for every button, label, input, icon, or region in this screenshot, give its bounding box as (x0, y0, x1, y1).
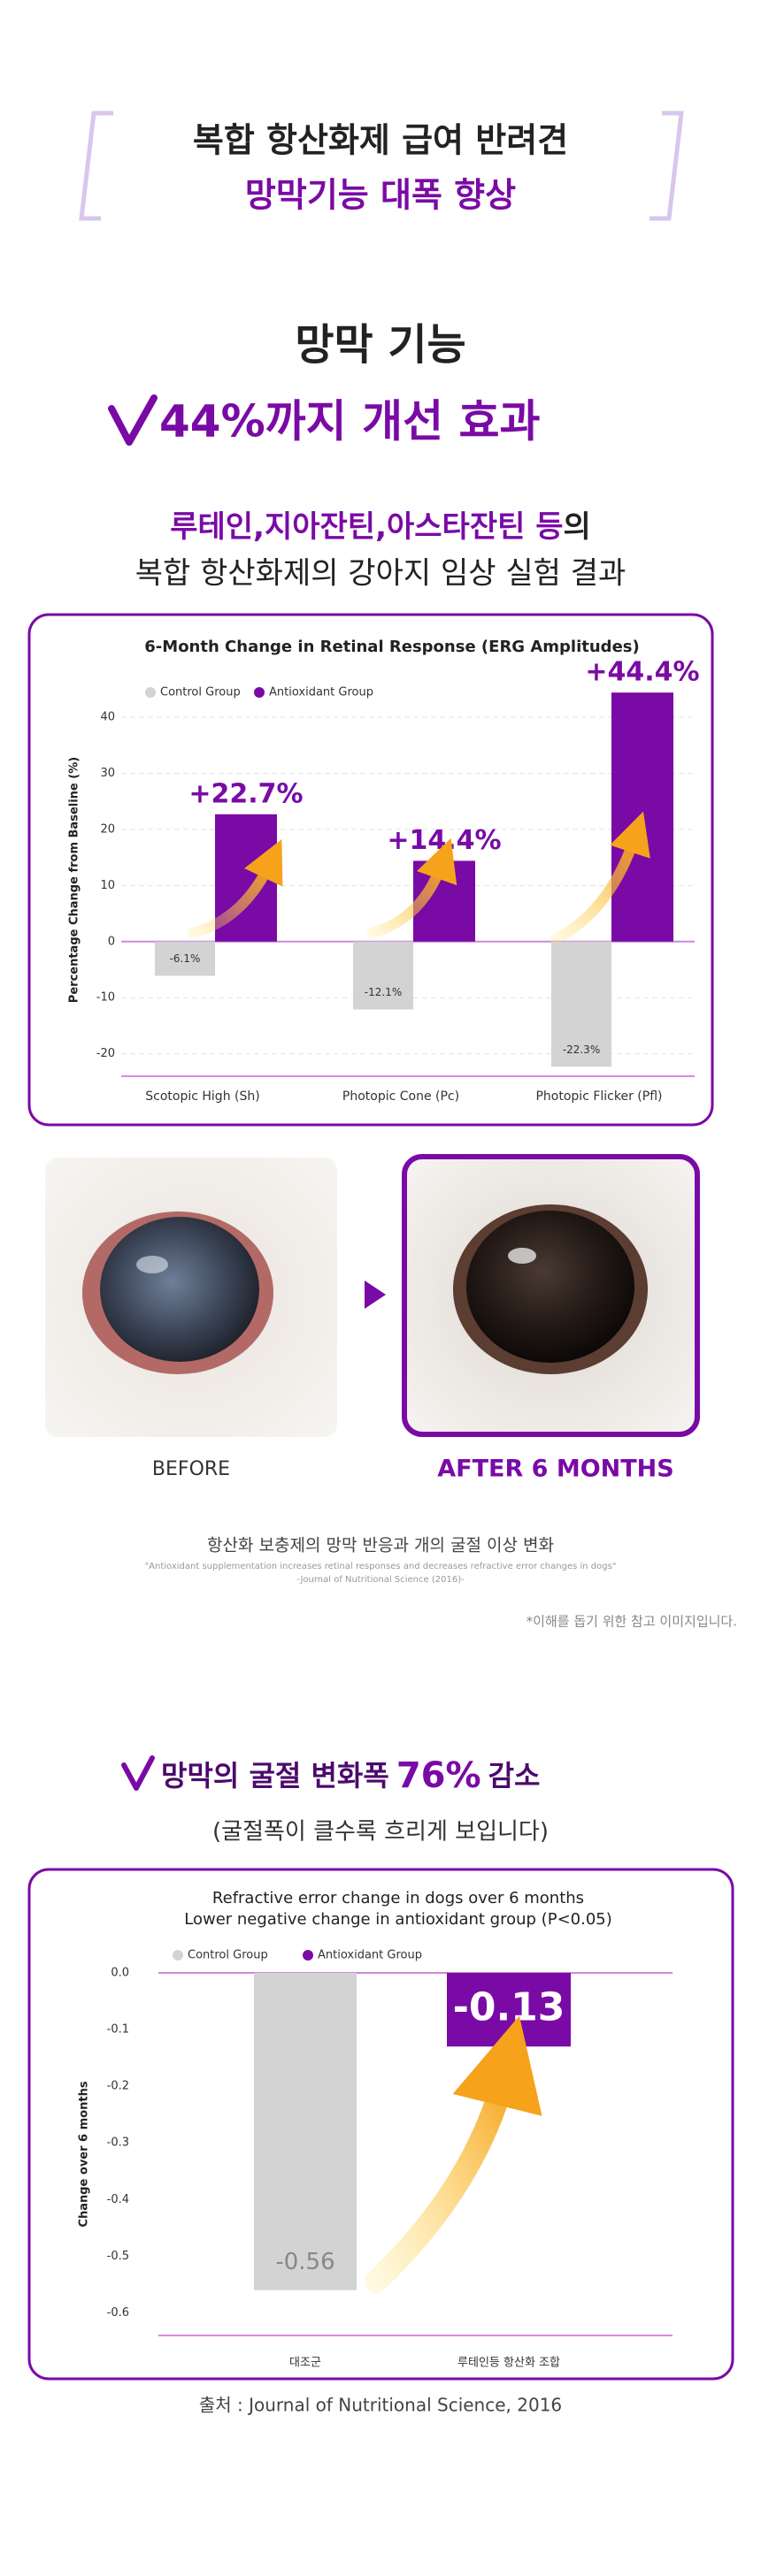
chart-title: Refractive error change in dogs over 6 m… (212, 1889, 584, 1907)
bar (353, 941, 413, 1010)
x-tick-label: Scotopic High (Sh) (145, 1089, 259, 1104)
value-label: +14.4% (387, 825, 501, 856)
chart-title: 6-Month Change in Retinal Response (ERG … (144, 638, 639, 656)
x-tick-label: Photopic Cone (Pc) (342, 1089, 459, 1104)
value-label: -12.1% (365, 986, 402, 998)
after-photo-frame (402, 1154, 700, 1437)
header-line1: 복합 항산화제 급여 반려견 (193, 121, 568, 160)
after-label: AFTER 6 MONTHS (437, 1456, 673, 1483)
section2-title: 망막의 굴절 변화폭 76% 감소 (161, 1755, 540, 1796)
legend-label: Antioxidant Group (318, 1949, 422, 1962)
header-line2: 망막기능 대폭 향상 (245, 176, 516, 215)
caption-title: 항산화 보충제의 망막 반응과 개의 굴절 이상 변화 (207, 1536, 554, 1556)
chart-frame (27, 1868, 734, 2381)
bar (611, 692, 673, 942)
x-tick-label: 루테인등 항산화 조합 (457, 2357, 560, 2370)
trend-arrow (365, 2015, 542, 2293)
trend-arrows (188, 811, 650, 2293)
value-label: -22.3% (563, 1043, 600, 1056)
section2-title-end: 감소 (488, 1759, 541, 1792)
y-tick-label: -0.3 (107, 2136, 129, 2150)
x-tick-label: 대조군 (289, 2357, 321, 2370)
value-label: +44.4% (585, 657, 699, 688)
y-tick-label: 30 (100, 767, 115, 780)
legend-swatch (303, 1950, 313, 1961)
y-tick-label: 0 (108, 935, 115, 948)
bar (254, 1973, 357, 2290)
charts: 6-Month Change in Retinal Response (ERG … (68, 638, 700, 2370)
legend-swatch (173, 1950, 183, 1961)
y-tick-label: -10 (96, 991, 115, 1005)
legend-label: Control Group (160, 686, 241, 699)
section2-title-start: 망막의 굴절 변화폭 (161, 1759, 389, 1792)
y-tick-label: -0.6 (107, 2306, 129, 2320)
before-label: BEFORE (152, 1458, 230, 1480)
y-tick-label: -0.2 (107, 2080, 129, 2093)
y-tick-label: -20 (96, 1047, 115, 1060)
y-tick-label: -0.1 (107, 2023, 129, 2037)
check-icon (108, 394, 158, 446)
legend-swatch (254, 687, 265, 698)
bar (551, 941, 611, 1067)
intro-title: 망막 기능 (295, 320, 465, 370)
arrow-icon (365, 1280, 386, 1309)
section2-subtitle: (굴절폭이 클수록 흐리게 보입니다) (212, 1819, 549, 1846)
caption-note: *이해를 돕기 위한 참고 이미지입니다. (527, 1614, 737, 1630)
value-label: -6.1% (170, 952, 201, 965)
value-label: -0.13 (453, 1985, 565, 2030)
intro-lead-colored: 루테인,지아잔틴,아스타잔틴 등 (170, 509, 563, 545)
before-photo (45, 1158, 337, 1437)
y-tick-label: 10 (100, 879, 115, 892)
bracket-right (650, 111, 684, 221)
intro-line2: 복합 항산화제의 강아지 임상 실험 결과 (135, 556, 626, 592)
caption-source: -Journal of Nutritional Science (2016)- (296, 1575, 465, 1585)
y-tick-label: -0.4 (107, 2193, 129, 2206)
y-axis-label: Change over 6 months (78, 2081, 91, 2227)
source: 출처 : Journal of Nutritional Science, 201… (199, 2395, 562, 2416)
legend-label: Antioxidant Group (269, 686, 373, 699)
intro-lead: 루테인,지아잔틴,아스타잔틴 등의 (170, 509, 591, 545)
value-label: +22.7% (188, 778, 303, 809)
chart-subtitle: Lower negative change in antioxidant gro… (184, 1910, 612, 1929)
y-tick-label: -0.5 (107, 2250, 129, 2263)
intro-lead-plain: 의 (564, 509, 591, 545)
legend-label: Control Group (188, 1949, 268, 1962)
after-photo (404, 1157, 697, 1434)
section2-title-number: 76% (396, 1755, 481, 1796)
y-tick-label: 40 (100, 711, 115, 724)
intro-highlight: 44%까지 개선 효과 (159, 396, 541, 447)
trend-arrow (188, 839, 283, 938)
y-axis-label: Percentage Change from Baseline (%) (68, 757, 81, 1003)
check-icon (121, 1755, 155, 1791)
legend-swatch (145, 687, 156, 698)
trend-arrow (550, 811, 650, 944)
trend-arrow (366, 837, 457, 938)
y-tick-label: 0.0 (111, 1967, 129, 1980)
bracket-left (79, 111, 113, 221)
value-label: -0.56 (275, 2249, 334, 2275)
bar (155, 941, 215, 976)
y-tick-label: 20 (100, 822, 115, 836)
caption-quote: "Antioxidant supplementation increases r… (145, 1562, 617, 1571)
x-tick-label: Photopic Flicker (Pfl) (535, 1089, 662, 1104)
